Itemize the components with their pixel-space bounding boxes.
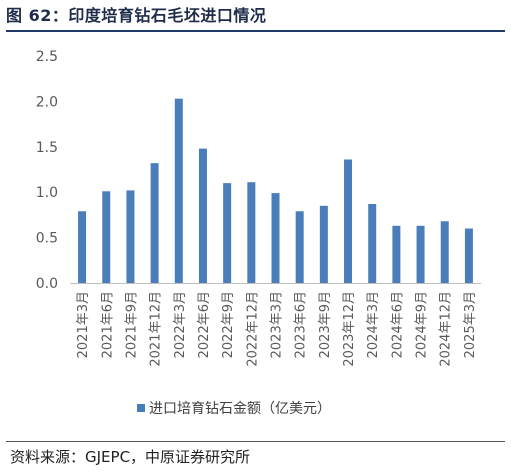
bar [150, 163, 159, 283]
y-tick-label: 0.0 [36, 276, 58, 292]
x-axis-ticks: 2021年3月 2021年6月 2021年9月 2021年12月 2022年3月 2022… [76, 291, 478, 367]
legend-swatch [137, 404, 145, 412]
legend-label: 进口培育钻石金额（亿美元） [149, 401, 331, 417]
x-tick-label: 2023年9月 [318, 291, 333, 358]
x-tick-label: 2024年9月 [415, 291, 430, 358]
y-tick-label: 2.5 [36, 49, 58, 65]
x-tick-label: 2024年6月 [390, 291, 405, 358]
y-tick-label: 1.0 [36, 185, 58, 201]
bar [198, 148, 207, 283]
bar [78, 211, 87, 283]
bar-series [78, 98, 473, 284]
y-axis-ticks: 0.0 0.5 1.0 1.5 2.0 2.5 [36, 49, 58, 292]
bar [368, 204, 377, 283]
x-tick-label: 2023年12月 [342, 291, 357, 367]
x-tick-label: 2022年3月 [173, 291, 188, 358]
x-tick-label: 2022年9月 [221, 291, 236, 358]
bar [247, 182, 256, 283]
bar [416, 225, 425, 283]
page-title: 图 62：印度培育钻石毛坯进口情况 [6, 6, 267, 25]
bar [295, 211, 304, 283]
legend: 进口培育钻石金额（亿美元） [137, 401, 331, 417]
source-note: 资料来源：GJEPC，中原证券研究所 [10, 448, 251, 466]
title-divider [6, 30, 505, 32]
bar-chart: 0.0 0.5 1.0 1.5 2.0 2.5 2021年3月 2021年6月 2021年9月… [36, 49, 481, 417]
x-tick-label: 2022年12月 [245, 291, 260, 367]
y-tick-label: 2.0 [36, 94, 58, 110]
bar [102, 191, 111, 283]
x-tick-label: 2025年3月 [463, 291, 478, 358]
x-tick-label: 2022年6月 [197, 291, 212, 358]
x-tick-label: 2021年9月 [124, 291, 139, 358]
x-tick-label: 2023年3月 [270, 291, 285, 358]
x-tick-label: 2024年3月 [366, 291, 381, 358]
bar [344, 159, 353, 283]
x-tick-label: 2021年12月 [149, 291, 164, 367]
x-tick-label: 2023年6月 [294, 291, 309, 358]
bar [440, 221, 449, 283]
bar [319, 205, 328, 283]
bar [392, 225, 401, 283]
y-tick-label: 1.5 [36, 140, 58, 156]
bar [174, 98, 183, 284]
bar [271, 193, 280, 283]
bar [126, 190, 135, 283]
bar [223, 183, 232, 283]
bar [464, 228, 473, 283]
x-tick-label: 2021年3月 [76, 291, 91, 358]
source-divider [6, 441, 505, 442]
y-tick-label: 0.5 [36, 231, 58, 247]
x-tick-label: 2024年12月 [439, 291, 454, 367]
x-tick-label: 2021年6月 [100, 291, 115, 358]
